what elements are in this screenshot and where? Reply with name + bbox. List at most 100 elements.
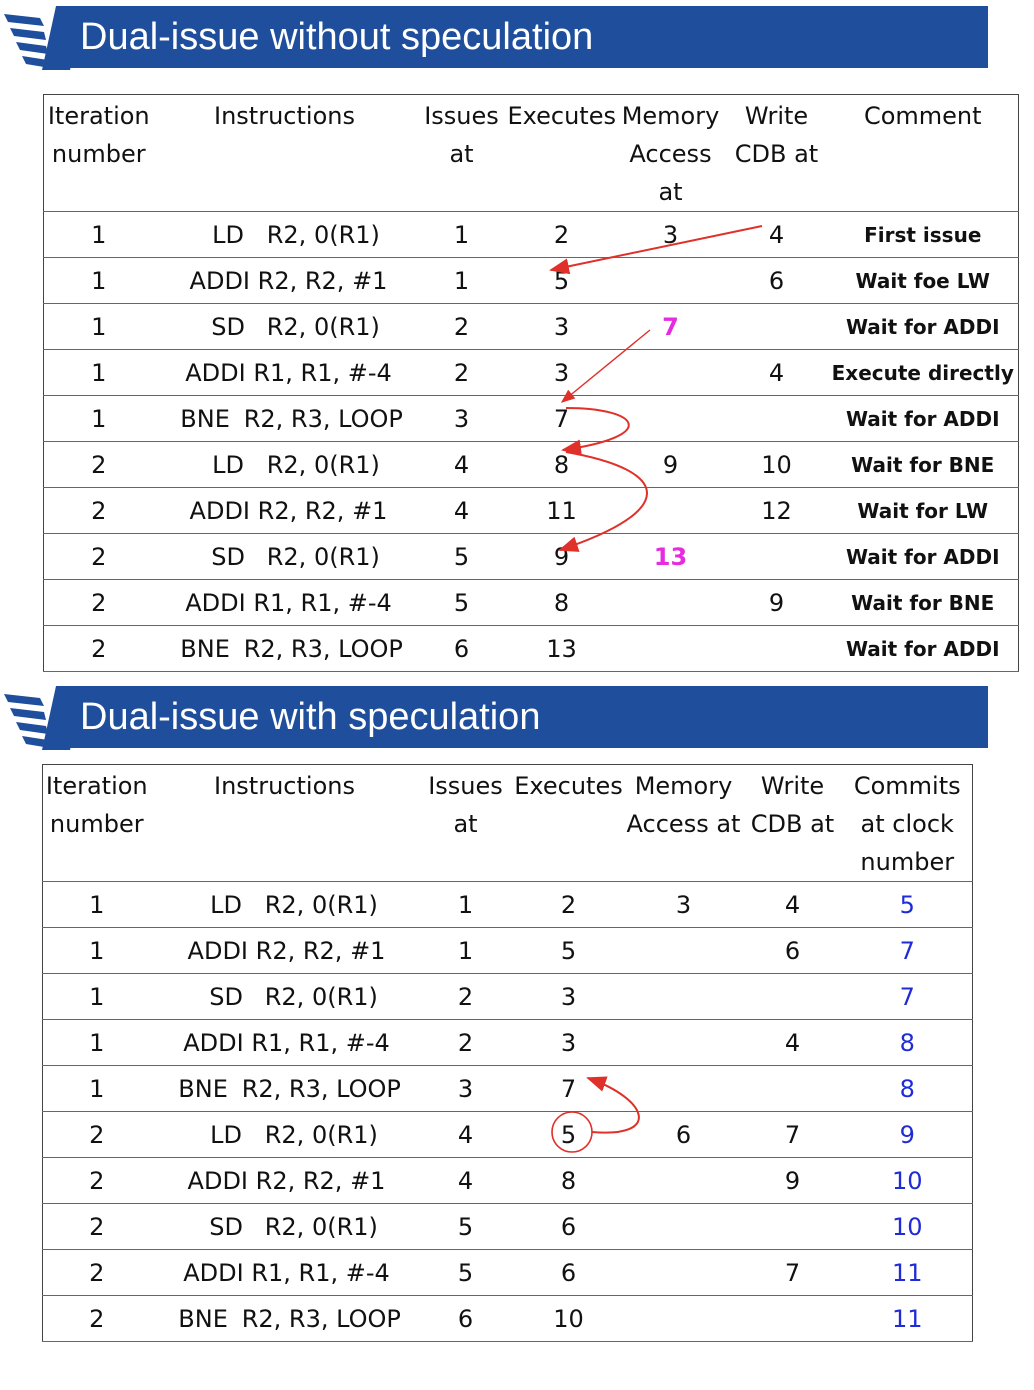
- issue-cell: 5: [415, 579, 508, 626]
- issue-cell: 1: [415, 211, 508, 258]
- col-mem: Memory Access at: [624, 764, 743, 882]
- table-row: 1 SD R2, 0(R1) 2 3 7 Wait for ADDI: [43, 303, 1019, 350]
- exec-cell: 6: [512, 1249, 625, 1296]
- comment-cell: Wait for ADDI: [827, 395, 1019, 442]
- issue-cell: 5: [415, 533, 508, 580]
- commit-cell: 8: [842, 1065, 973, 1112]
- table-row: 1 BNE R2, R3, LOOP 3 7 8: [42, 1065, 973, 1112]
- cdb-cell: [725, 533, 828, 580]
- mem-cell: [624, 1249, 743, 1296]
- comment-cell: Wait for ADDI: [827, 303, 1019, 350]
- operands: R1, R1, #-4: [253, 358, 392, 387]
- exec-cell: 3: [507, 349, 616, 396]
- cdb-cell: 4: [725, 349, 828, 396]
- table-row: 2 ADDI R1, R1, #-4 5 6 7 11: [42, 1249, 973, 1296]
- instruction-cell: ADDI R1, R1, #-4: [150, 1019, 419, 1066]
- comment-cell: Wait for ADDI: [827, 625, 1019, 672]
- cdb-cell: [742, 1065, 843, 1112]
- cdb-cell: 10: [725, 441, 828, 488]
- cdb-cell: [742, 1295, 843, 1342]
- mem-cell: [624, 1065, 743, 1112]
- table-row: 1 ADDI R2, R2, #1 1 5 6 Wait foe LW: [43, 257, 1019, 304]
- commit-cell: 11: [842, 1249, 973, 1296]
- exec-cell: 6: [512, 1203, 625, 1250]
- mem-cell: [624, 1203, 743, 1250]
- exec-cell: 10: [512, 1295, 625, 1342]
- exec-cell: 7: [507, 395, 616, 442]
- instruction-cell: ADDI R2, R2, #1: [153, 257, 416, 304]
- issue-cell: 5: [418, 1249, 513, 1296]
- col-iteration: Iteration number: [42, 764, 151, 882]
- mem-cell: 9: [615, 441, 726, 488]
- operands: R1, R1, #-4: [251, 1028, 390, 1057]
- schedule-table: Iteration number Instructions Issues at …: [43, 94, 1019, 672]
- table-row: 2 SD R2, 0(R1) 5 6 10: [42, 1203, 973, 1250]
- iteration-cell: 2: [43, 579, 154, 626]
- mem-cell: [615, 349, 726, 396]
- instruction-cell: BNE R2, R3, LOOP: [153, 395, 416, 442]
- opcode: ADDI: [183, 1258, 244, 1287]
- operands: R2, R2, #1: [257, 266, 388, 295]
- exec-cell: 13: [507, 625, 616, 672]
- col-exec: Executes: [507, 94, 616, 212]
- mem-cell: [615, 257, 726, 304]
- table-row: 1 LD R2, 0(R1) 1 2 3 4 5: [42, 881, 973, 928]
- exec-cell: 5: [507, 257, 616, 304]
- mem-cell: [615, 625, 726, 672]
- table-row: 2 SD R2, 0(R1) 5 9 13 Wait for ADDI: [43, 533, 1019, 580]
- instruction-cell: LD R2, 0(R1): [150, 1111, 419, 1158]
- exec-cell: 8: [507, 441, 616, 488]
- operands: R2, R3, LOOP: [243, 404, 403, 433]
- exec-cell: 3: [507, 303, 616, 350]
- mem-cell: [624, 1019, 743, 1066]
- schedule-table: Iteration number Instructions Issues at …: [42, 764, 973, 1342]
- opcode: BNE: [178, 1304, 228, 1333]
- col-instructions: Instructions: [150, 764, 419, 882]
- issue-cell: 5: [418, 1203, 513, 1250]
- table-row: 1 ADDI R1, R1, #-4 2 3 4 8: [42, 1019, 973, 1066]
- mem-cell: 3: [624, 881, 743, 928]
- opcode: BNE: [180, 404, 230, 433]
- table-row: 2 BNE R2, R3, LOOP 6 13 Wait for ADDI: [43, 625, 1019, 672]
- section-title: Dual-issue with speculation: [58, 686, 988, 748]
- col-cdb: Write CDB at: [742, 764, 843, 882]
- operands: R2, R3, LOOP: [241, 1074, 401, 1103]
- iteration-cell: 1: [43, 395, 154, 442]
- commit-cell: 8: [842, 1019, 973, 1066]
- instruction-cell: SD R2, 0(R1): [153, 303, 416, 350]
- cdb-cell: 6: [725, 257, 828, 304]
- operands: R2, 0(R1): [266, 312, 380, 341]
- iteration-cell: 2: [42, 1249, 151, 1296]
- comment-cell: First issue: [827, 211, 1019, 258]
- opcode: ADDI: [189, 496, 251, 525]
- exec-cell: 7: [512, 1065, 625, 1112]
- commit-cell: 9: [842, 1111, 973, 1158]
- issue-cell: 2: [415, 349, 508, 396]
- instruction-cell: SD R2, 0(R1): [150, 1203, 419, 1250]
- issue-cell: 4: [415, 441, 508, 488]
- opcode: SD: [209, 982, 243, 1011]
- comment-cell: Wait for LW: [827, 487, 1019, 534]
- table-row: 1 BNE R2, R3, LOOP 3 7 Wait for ADDI: [43, 395, 1019, 442]
- cdb-cell: [742, 973, 843, 1020]
- operands: R2, R2, #1: [255, 936, 386, 965]
- cdb-cell: 9: [742, 1157, 843, 1204]
- commit-cell: 7: [842, 973, 973, 1020]
- comment-cell: Wait foe LW: [827, 257, 1019, 304]
- iteration-cell: 1: [42, 1019, 151, 1066]
- cdb-cell: [742, 1203, 843, 1250]
- table-row: 2 LD R2, 0(R1) 4 8 9 10 Wait for BNE: [43, 441, 1019, 488]
- operands: R2, R2, #1: [257, 496, 388, 525]
- exec-cell: 8: [512, 1157, 625, 1204]
- commit-cell: 5: [842, 881, 973, 928]
- instruction-cell: SD R2, 0(R1): [150, 973, 419, 1020]
- instruction-cell: LD R2, 0(R1): [153, 211, 416, 258]
- iteration-cell: 1: [43, 257, 154, 304]
- issue-cell: 1: [418, 927, 513, 974]
- exec-cell: 11: [507, 487, 616, 534]
- exec-cell: 5: [512, 1111, 625, 1158]
- cdb-cell: 9: [725, 579, 828, 626]
- cdb-cell: [725, 395, 828, 442]
- exec-cell: 9: [507, 533, 616, 580]
- operands: R2, R3, LOOP: [243, 634, 403, 663]
